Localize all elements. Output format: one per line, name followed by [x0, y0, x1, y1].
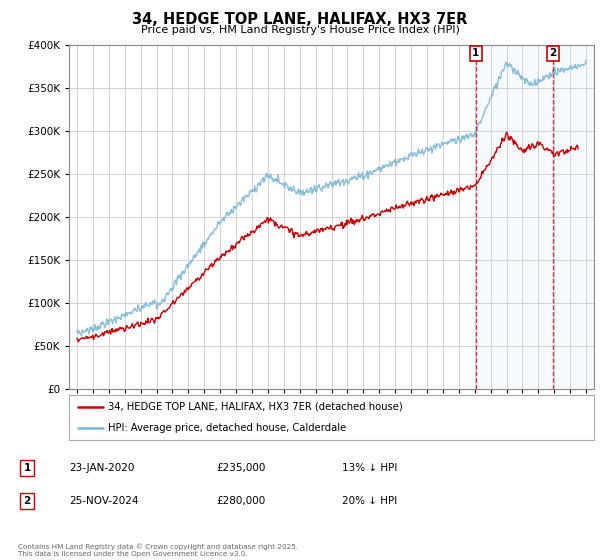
Text: 34, HEDGE TOP LANE, HALIFAX, HX3 7ER: 34, HEDGE TOP LANE, HALIFAX, HX3 7ER [133, 12, 467, 27]
Text: £280,000: £280,000 [216, 496, 265, 506]
Text: 25-NOV-2024: 25-NOV-2024 [69, 496, 139, 506]
Text: 1: 1 [23, 463, 31, 473]
Text: 2: 2 [550, 48, 557, 58]
Bar [476, 45, 594, 389]
Text: £235,000: £235,000 [216, 463, 265, 473]
Text: 23-JAN-2020: 23-JAN-2020 [69, 463, 134, 473]
Text: 20% ↓ HPI: 20% ↓ HPI [342, 496, 397, 506]
Text: 1: 1 [472, 48, 479, 58]
Text: 13% ↓ HPI: 13% ↓ HPI [342, 463, 397, 473]
Text: Price paid vs. HM Land Registry's House Price Index (HPI): Price paid vs. HM Land Registry's House … [140, 25, 460, 35]
Text: 34, HEDGE TOP LANE, HALIFAX, HX3 7ER (detached house): 34, HEDGE TOP LANE, HALIFAX, HX3 7ER (de… [109, 402, 403, 412]
Text: Contains HM Land Registry data © Crown copyright and database right 2025.
This d: Contains HM Land Registry data © Crown c… [18, 544, 298, 557]
FancyBboxPatch shape [69, 395, 594, 440]
Text: 2: 2 [23, 496, 31, 506]
Text: HPI: Average price, detached house, Calderdale: HPI: Average price, detached house, Cald… [109, 422, 347, 432]
